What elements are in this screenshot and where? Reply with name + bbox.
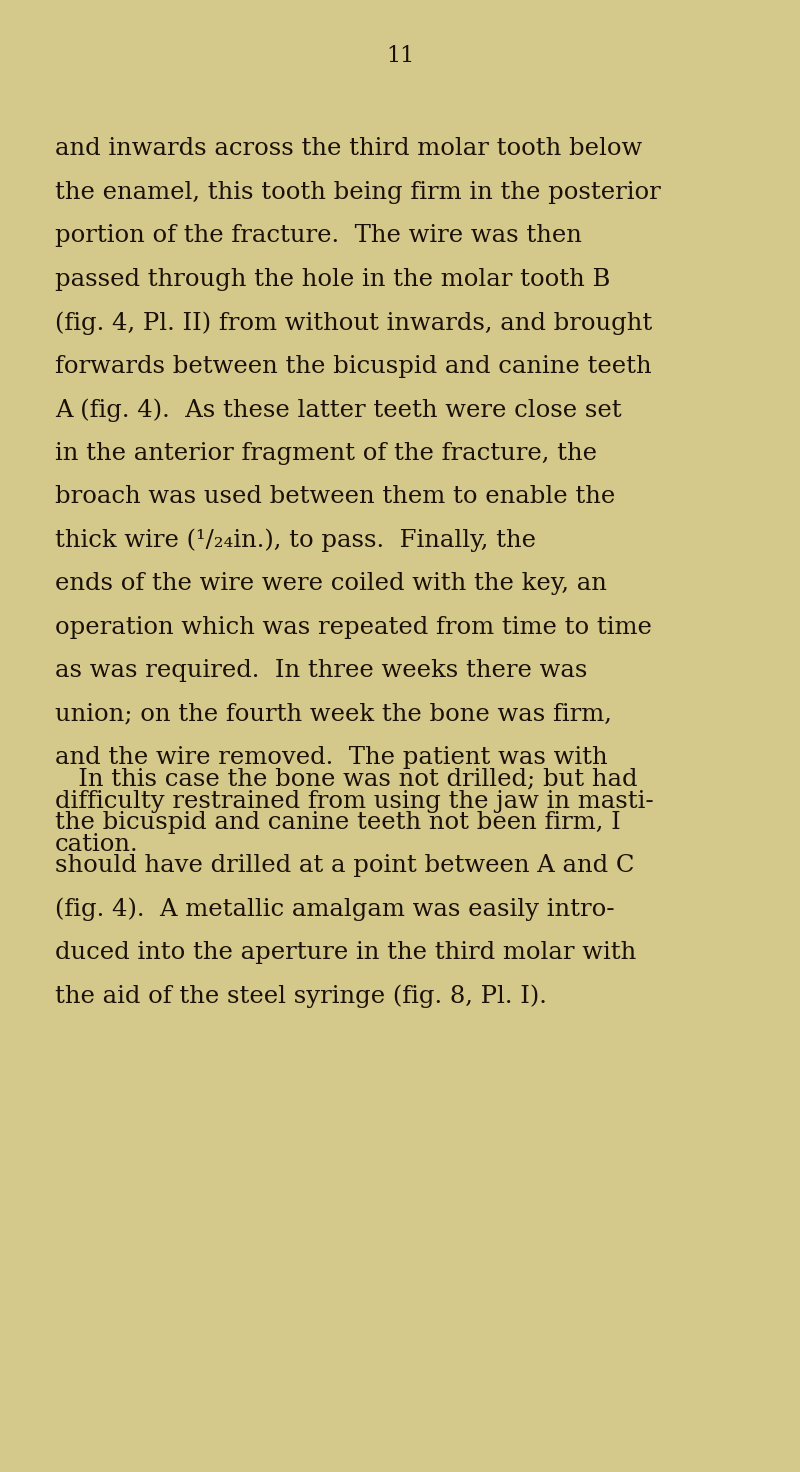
Text: in the anterior fragment of the fracture, the: in the anterior fragment of the fracture… — [55, 442, 597, 465]
Text: the bicuspid and canine teeth not been firm, I: the bicuspid and canine teeth not been f… — [55, 811, 621, 833]
Text: (fig. 4).  A metallic amalgam was easily intro-: (fig. 4). A metallic amalgam was easily … — [55, 898, 614, 921]
Text: and the wire removed.  The patient was with: and the wire removed. The patient was wi… — [55, 746, 608, 768]
Text: operation which was repeated from time to time: operation which was repeated from time t… — [55, 615, 652, 639]
Text: 11: 11 — [386, 46, 414, 68]
Text: A (fig. 4).  As these latter teeth were close set: A (fig. 4). As these latter teeth were c… — [55, 397, 622, 421]
Text: passed through the hole in the molar tooth B: passed through the hole in the molar too… — [55, 268, 610, 290]
Text: should have drilled at a point between A and C: should have drilled at a point between A… — [55, 854, 634, 877]
Text: thick wire (¹/₂₄in.), to pass.  Finally, the: thick wire (¹/₂₄in.), to pass. Finally, … — [55, 528, 536, 552]
Text: as was required.  In three weeks there was: as was required. In three weeks there wa… — [55, 659, 587, 682]
Text: forwards between the bicuspid and canine teeth: forwards between the bicuspid and canine… — [55, 355, 652, 377]
Text: portion of the fracture.  The wire was then: portion of the fracture. The wire was th… — [55, 224, 582, 247]
Text: broach was used between them to enable the: broach was used between them to enable t… — [55, 484, 615, 508]
Text: the enamel, this tooth being firm in the posterior: the enamel, this tooth being firm in the… — [55, 181, 661, 203]
Text: difficulty restrained from using the jaw in masti-: difficulty restrained from using the jaw… — [55, 789, 654, 813]
Text: (fig. 4, Pl. II) from without inwards, and brought: (fig. 4, Pl. II) from without inwards, a… — [55, 311, 652, 334]
Text: In this case the bone was not drilled; but had: In this case the bone was not drilled; b… — [55, 767, 638, 790]
Text: cation.: cation. — [55, 833, 138, 857]
Text: ends of the wire were coiled with the key, an: ends of the wire were coiled with the ke… — [55, 573, 607, 595]
Text: duced into the aperture in the third molar with: duced into the aperture in the third mol… — [55, 941, 636, 964]
Text: and inwards across the third molar tooth below: and inwards across the third molar tooth… — [55, 137, 642, 160]
Text: the aid of the steel syringe (fig. 8, Pl. I).: the aid of the steel syringe (fig. 8, Pl… — [55, 985, 547, 1008]
Text: union; on the fourth week the bone was firm,: union; on the fourth week the bone was f… — [55, 702, 612, 726]
